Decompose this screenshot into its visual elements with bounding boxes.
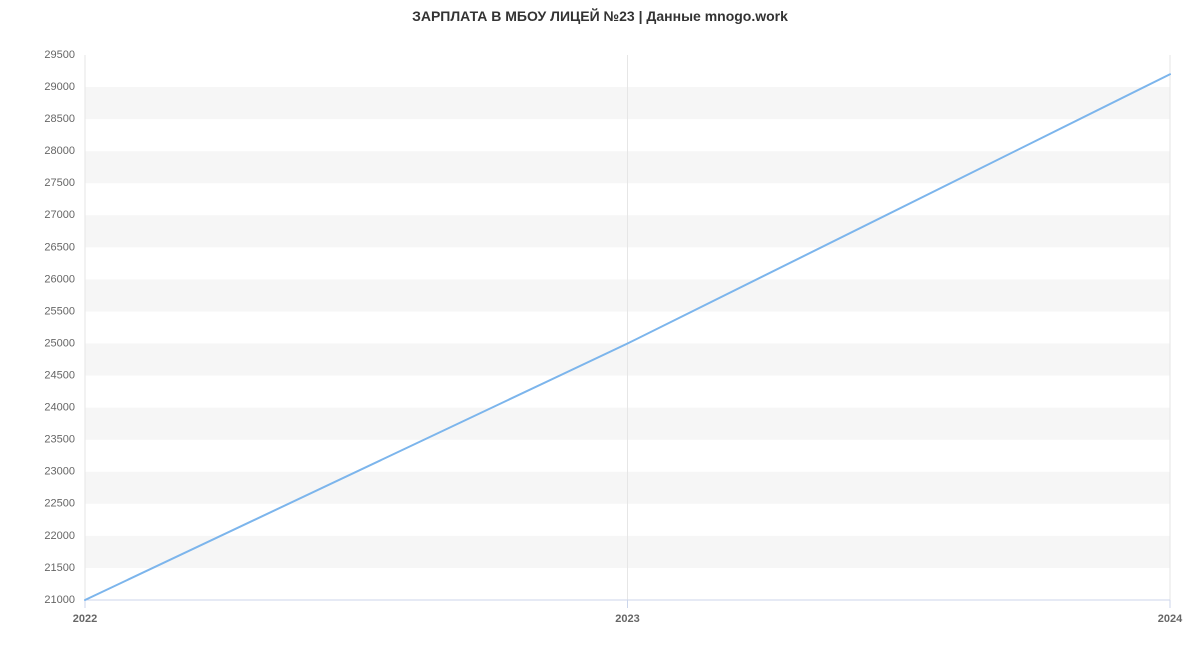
- y-tick-label: 28000: [44, 145, 75, 157]
- y-tick-label: 23000: [44, 466, 75, 478]
- y-tick-label: 27500: [44, 177, 75, 189]
- y-tick-label: 26500: [44, 241, 75, 253]
- y-tick-label: 23500: [44, 434, 75, 446]
- y-tick-label: 25500: [44, 305, 75, 317]
- y-tick-label: 22500: [44, 498, 75, 510]
- x-tick-label: 2023: [615, 613, 639, 625]
- y-tick-label: 22000: [44, 530, 75, 542]
- y-tick-label: 26000: [44, 273, 75, 285]
- y-tick-label: 21000: [44, 594, 75, 606]
- y-tick-label: 24000: [44, 402, 75, 414]
- y-tick-label: 27000: [44, 209, 75, 221]
- y-tick-label: 29500: [44, 49, 75, 61]
- chart-title: ЗАРПЛАТА В МБОУ ЛИЦЕЙ №23 | Данные mnogo…: [0, 8, 1200, 24]
- y-tick-label: 21500: [44, 562, 75, 574]
- x-tick-label: 2022: [73, 613, 97, 625]
- y-tick-label: 24500: [44, 369, 75, 381]
- y-tick-label: 25000: [44, 337, 75, 349]
- salary-line-chart: ЗАРПЛАТА В МБОУ ЛИЦЕЙ №23 | Данные mnogo…: [0, 0, 1200, 650]
- x-tick-label: 2024: [1158, 613, 1183, 625]
- chart-svg: 21000 21500 22000 22500 23000 23500 24000 24500…: [0, 0, 1200, 650]
- y-tick-label: 29000: [44, 81, 75, 93]
- y-tick-label: 28500: [44, 113, 75, 125]
